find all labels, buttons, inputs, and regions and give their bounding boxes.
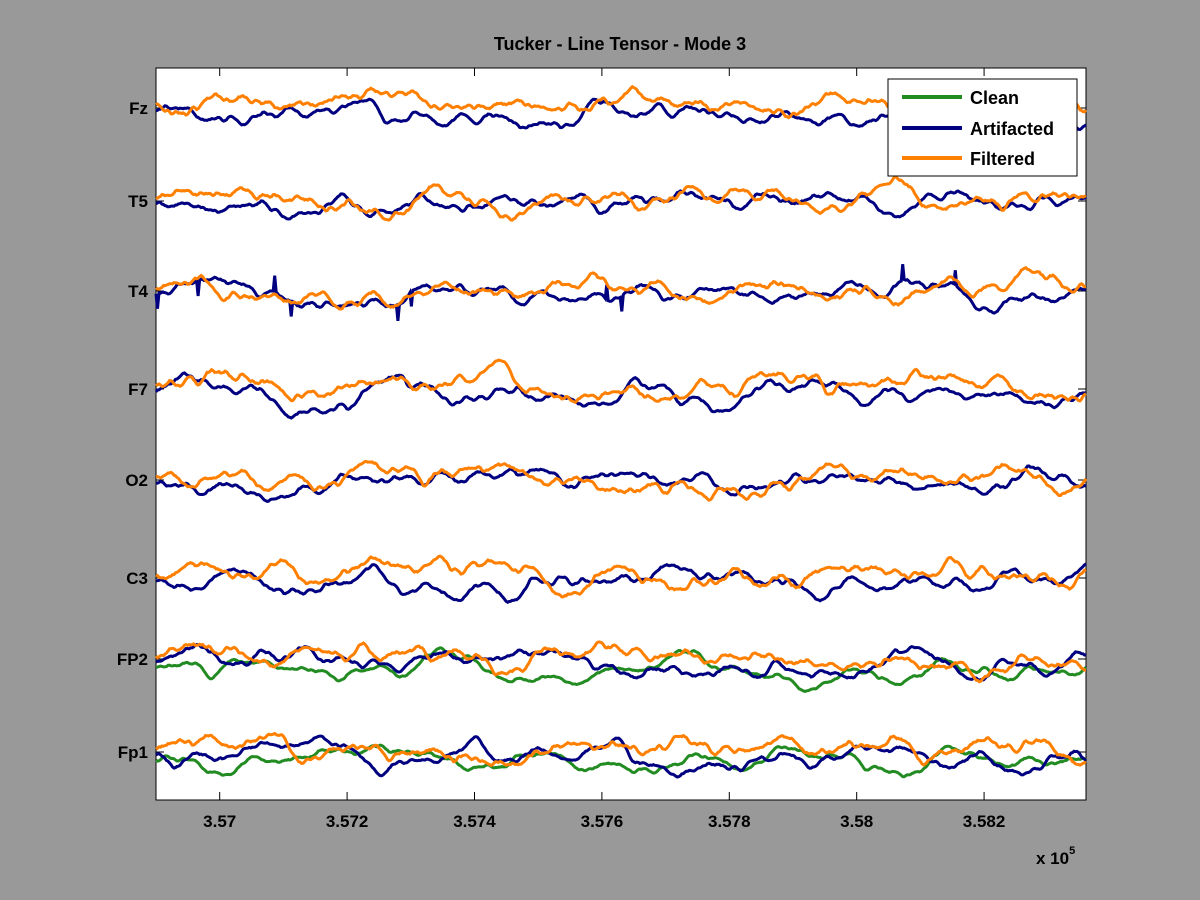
series-group <box>154 84 1088 779</box>
y-tick-group: Fz T5 T4 F7 O2 C3 FP2 Fp1 <box>117 99 1086 762</box>
legend: Clean Artifacted Filtered <box>887 78 1078 177</box>
series-artifacted-c3 <box>155 562 1087 605</box>
series-filtered-t5 <box>155 174 1087 222</box>
y-tick-label-fz: Fz <box>129 99 148 118</box>
y-tick-label-fp1: Fp1 <box>118 743 148 762</box>
y-tick-label-o2: O2 <box>125 471 148 490</box>
x-tick-label: 3.574 <box>453 812 496 831</box>
y-tick-label-t5: T5 <box>128 192 148 211</box>
x-tick-label: 3.578 <box>708 812 751 831</box>
y-tick-label-fp2: FP2 <box>117 650 148 669</box>
x-tick-label: 3.576 <box>581 812 624 831</box>
legend-label-clean: Clean <box>970 88 1019 108</box>
legend-label-filtered: Filtered <box>970 149 1035 169</box>
series-filtered-o2 <box>155 459 1088 502</box>
y-tick-label-t4: T4 <box>128 282 148 301</box>
x-tick-label: 3.58 <box>840 812 873 831</box>
legend-label-artifacted: Artifacted <box>970 119 1054 139</box>
series-filtered-fp1 <box>155 731 1087 768</box>
series-filtered-fp2 <box>154 640 1086 684</box>
x-exponent-label: x 105 <box>1036 845 1075 868</box>
y-tick-label-c3: C3 <box>126 569 148 588</box>
x-tick-label: 3.57 <box>203 812 236 831</box>
series-artifacted-fp1 <box>155 734 1087 779</box>
series-filtered-c3 <box>155 554 1087 599</box>
series-filtered-t4 <box>155 265 1086 311</box>
series-artifacted-t4 <box>154 264 1087 322</box>
y-tick-label-f7: F7 <box>128 380 148 399</box>
x-tick-label: 3.582 <box>963 812 1006 831</box>
chart-title: Tucker - Line Tensor - Mode 3 <box>494 34 746 54</box>
series-artifacted-f7 <box>154 371 1087 420</box>
series-filtered-f7 <box>155 358 1087 405</box>
x-tick-group: 3.57 3.572 3.574 3.576 3.578 3.58 3.582 <box>203 68 1005 831</box>
series-artifacted-t5 <box>155 189 1087 221</box>
x-tick-label: 3.572 <box>326 812 369 831</box>
plot-area <box>155 67 1087 801</box>
